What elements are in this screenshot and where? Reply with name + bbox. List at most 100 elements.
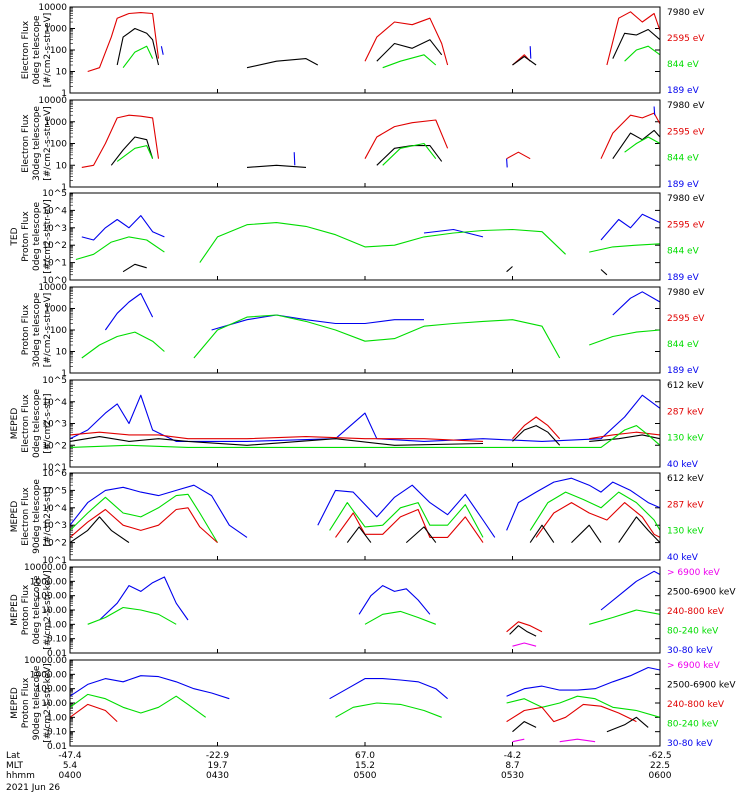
panel-frame	[69, 472, 661, 561]
y-tick-label: 10.00	[41, 699, 67, 709]
legend-entry: 844 eV	[667, 154, 700, 164]
series-green-segment-2	[193, 314, 561, 359]
legend-entry: 240-800 keV	[667, 700, 725, 710]
footer-lat-value: -47.4	[58, 751, 82, 761]
legend-entry: 2595 eV	[667, 34, 705, 44]
y-tick-label: 1	[61, 369, 67, 379]
series-red-segment-2	[364, 119, 449, 159]
panel-3: 10^0 10^1 10^2 10^3 10^4 10^5 TED Proton Flux 0d…	[10, 189, 705, 286]
y-axis-label-line: [#/cm2-s-str]	[43, 486, 53, 546]
y-tick-label: 100.00	[36, 685, 68, 695]
y-tick-label: 10000.00	[24, 563, 67, 573]
y-axis-label-line: [#/cm2-s-str-eV]	[43, 199, 53, 274]
y-tick-label: 10^6	[42, 469, 67, 479]
series-black-segment-6	[618, 516, 661, 543]
y-axis-label-line: MEPED	[10, 501, 20, 533]
legend-entry: 130 keV	[667, 434, 704, 444]
footer-lat-value: -62.5	[648, 751, 671, 761]
y-tick-label: 1000	[44, 305, 67, 315]
footer-mlt-value: 15.2	[355, 761, 375, 771]
series-red-segment-1	[81, 114, 160, 168]
series-blue-segment-1	[99, 576, 189, 621]
panel-frame	[69, 6, 661, 94]
legend-entry: 40 keV	[667, 553, 699, 563]
series-green-segment-3	[624, 136, 661, 153]
panel-5: 10^1 10^2 10^3 10^4 10^5 MEPED Electron Flux 0d…	[10, 376, 704, 473]
y-axis-label-line: 0deg telescope	[32, 202, 42, 272]
y-axis-label-line: Proton Flux	[21, 304, 31, 355]
series-blue-segment-1	[69, 484, 248, 538]
y-axis-label-line: Electron Flux	[21, 114, 31, 173]
series-blue-segment-2	[329, 678, 448, 700]
footer-time-value: 0430	[206, 771, 229, 781]
series-black-segment-3	[600, 269, 608, 276]
series-blue-segment-3	[653, 106, 656, 116]
footer-mlt-value: 5.4	[63, 761, 78, 771]
series-black-segment-2	[512, 425, 561, 446]
series-black-segment-4	[612, 129, 661, 160]
series-blue-segment-1	[81, 215, 165, 241]
panel-frame	[69, 99, 661, 188]
y-tick-label: 10	[56, 348, 68, 358]
y-axis-label-line: 90deg telescope	[32, 479, 42, 554]
y-axis-label-line: Proton Flux	[21, 677, 31, 728]
y-axis-label-line: Proton Flux	[21, 584, 31, 635]
series-green-segment-3	[589, 609, 661, 625]
series-blue-segment-1	[69, 675, 230, 700]
series-green-segment-3	[589, 329, 661, 346]
series-green-segment-1	[87, 606, 177, 625]
footer-row-label: MLT	[6, 761, 24, 771]
legend-entry: 2500-6900 keV	[667, 588, 736, 598]
panel-6: 10^1 10^2 10^3 10^4 10^5 10^6 MEPED Electron Fl…	[10, 469, 704, 566]
series-black-segment-2	[606, 716, 649, 733]
y-axis-label-line: [#/cm2-s-str-eV]	[43, 13, 53, 88]
legend-entry: 7980 eV	[667, 288, 705, 298]
y-axis-label-line: 90deg telescope	[32, 665, 42, 740]
series-black-segment-5	[571, 524, 602, 543]
series-black-segment-3	[405, 526, 437, 544]
y-axis-label-line: MEPED	[10, 408, 20, 440]
y-tick-label: 1000.00	[30, 577, 67, 587]
series-green-segment-1	[75, 236, 165, 261]
y-tick-label: 10^1	[42, 259, 67, 269]
y-tick-label: 10^5	[42, 376, 67, 386]
y-tick-label: 10	[56, 161, 68, 171]
series-blue-segment-2	[317, 484, 496, 538]
y-tick-label: 10^2	[42, 441, 67, 451]
series-green-segment-3	[589, 243, 661, 253]
y-axis-label-line: 30deg telescope	[32, 106, 42, 181]
panel-2: 1 10 100 1000 10000 Electron Flux 30deg telesc…	[21, 96, 705, 193]
series-green-segment-2	[199, 222, 566, 263]
footer-row-label: Lat	[6, 751, 21, 761]
y-tick-label: 10^5	[42, 486, 67, 496]
y-tick-label: 10^3	[42, 224, 67, 234]
legend-entry: 287 keV	[667, 407, 704, 417]
y-tick-label: 0.10	[47, 728, 67, 738]
legend-entry: 189 eV	[667, 86, 700, 96]
footer-time-value: 0500	[354, 771, 377, 781]
legend-entry: 189 eV	[667, 273, 700, 283]
series-black-segment-1	[512, 721, 537, 733]
series-red-segment-3	[589, 431, 661, 440]
y-tick-label: 1.00	[47, 620, 67, 630]
legend-entry: 287 keV	[667, 500, 704, 510]
y-tick-label: 10^1	[42, 463, 67, 473]
y-axis-label-line: Electron Flux	[21, 20, 31, 79]
y-axis-label-line: 0deg telescope	[32, 389, 42, 459]
y-tick-label: 10^4	[42, 398, 67, 408]
series-black-segment-5	[612, 28, 661, 59]
series-red-segment-1	[506, 621, 543, 633]
panel-frame	[69, 659, 661, 747]
y-axis-label-line: [#/cm2-s-str-eV]	[43, 106, 53, 181]
series-green-segment-1	[122, 45, 154, 69]
series-black-segment-4	[529, 524, 555, 543]
y-axis-label-line: 0deg telescope	[32, 15, 42, 85]
y-tick-label: 10^2	[42, 241, 67, 251]
y-axis-label-line: 0deg telescope	[32, 575, 42, 645]
legend-entry: 80-240 keV	[667, 627, 719, 637]
y-tick-label: 100	[50, 326, 67, 336]
series-green-segment-1	[69, 493, 218, 543]
series-green-segment-1	[69, 693, 207, 718]
